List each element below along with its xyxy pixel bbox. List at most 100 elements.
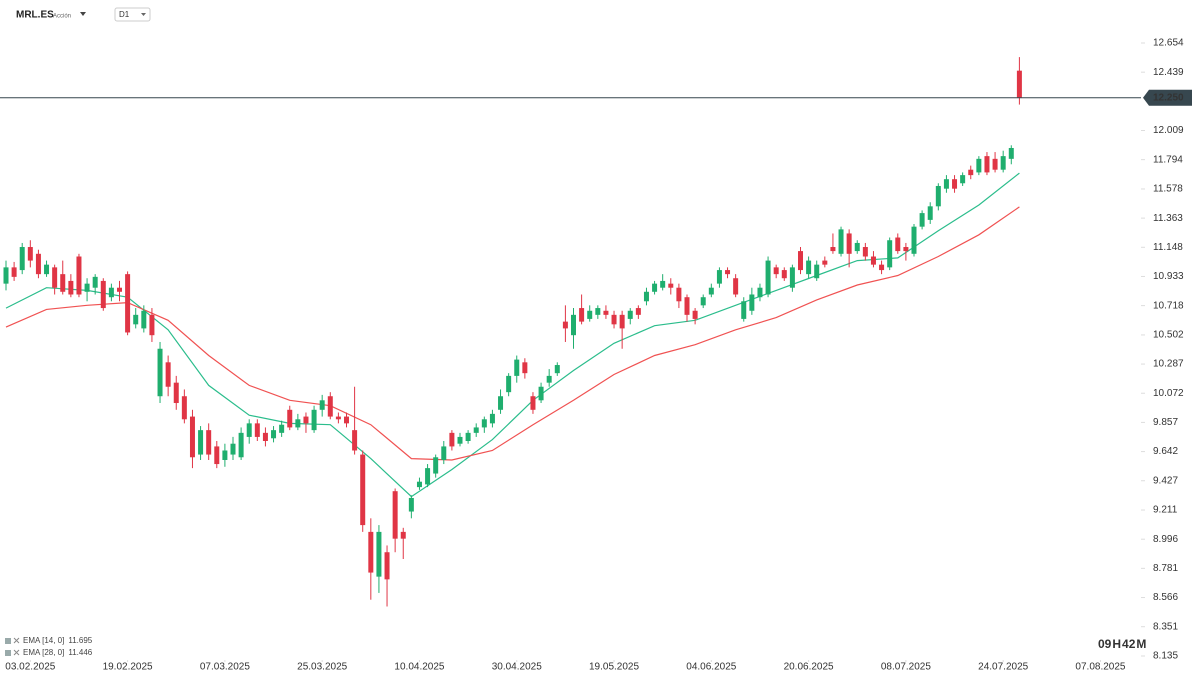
- candle-body: [943, 179, 949, 189]
- candle-body: [68, 280, 74, 295]
- x-tick-label: 03.02.2025: [5, 662, 55, 673]
- candle-body: [952, 179, 958, 189]
- candle-body: [400, 531, 406, 539]
- y-tick-label: 9.642: [1153, 446, 1178, 457]
- candle-body: [206, 430, 212, 455]
- candle-body: [1008, 147, 1014, 159]
- countdown-part: H: [1112, 637, 1121, 651]
- candle-body: [700, 297, 706, 306]
- candle-body: [522, 362, 528, 374]
- x-tick-label: 20.06.2025: [784, 662, 834, 673]
- x-tick-label: 19.02.2025: [103, 662, 153, 673]
- candle-body: [668, 283, 674, 288]
- candle-body: [76, 256, 82, 295]
- candle-body: [716, 270, 722, 284]
- candle-body: [295, 419, 301, 428]
- legend-name: EMA [14, 0]: [23, 636, 64, 645]
- countdown-part: 42: [1122, 637, 1136, 651]
- candle-body: [579, 308, 585, 322]
- candle-body: [189, 416, 195, 458]
- candle-body: [781, 270, 787, 279]
- candle-body: [238, 432, 244, 458]
- legend-icon: [5, 650, 11, 656]
- y-tick-label: 11.148: [1153, 242, 1183, 253]
- symbol-dropdown[interactable]: [80, 12, 86, 16]
- candle-body: [968, 169, 974, 176]
- candle-body: [222, 450, 228, 460]
- candle-body: [773, 267, 779, 275]
- candle-body: [141, 310, 147, 329]
- timeframe-select[interactable]: [114, 7, 151, 22]
- candle-body: [149, 314, 155, 336]
- legend-remove: [13, 637, 20, 644]
- candle-body: [1016, 70, 1022, 98]
- candle-body: [643, 291, 649, 302]
- countdown-part: 09: [1098, 637, 1112, 651]
- candle-body: [506, 375, 512, 393]
- candle-body: [870, 256, 876, 265]
- y-tick-label: 12.654: [1153, 38, 1184, 49]
- candle-body: [173, 382, 179, 404]
- candle-body: [919, 213, 925, 227]
- candle-body: [757, 287, 763, 298]
- candle-body: [19, 247, 25, 271]
- candle-body: [960, 175, 966, 184]
- candle-body: [595, 308, 601, 315]
- x-tick-label: 08.07.2025: [881, 662, 931, 673]
- x-tick-label: 24.07.2025: [978, 662, 1028, 673]
- candle-body: [554, 365, 560, 374]
- y-tick-label: 10.287: [1153, 359, 1184, 370]
- candle-body: [3, 267, 9, 284]
- candle-body: [335, 416, 341, 420]
- candle-body: [368, 531, 374, 573]
- candle-body: [35, 253, 41, 275]
- candle-body: [765, 260, 771, 295]
- candle-body: [433, 457, 439, 474]
- candle-body: [344, 416, 349, 424]
- candle-body: [157, 348, 163, 397]
- candle-body: [84, 283, 90, 292]
- candle-body: [733, 278, 739, 295]
- candle-body: [571, 314, 576, 336]
- candle-body: [311, 409, 317, 431]
- candle-body: [789, 267, 795, 288]
- candle-body: [457, 436, 463, 444]
- candle-body: [449, 432, 455, 447]
- y-tick-label: 12.009: [1153, 125, 1184, 136]
- candle-body: [1000, 156, 1006, 170]
- candle-body: [660, 280, 666, 288]
- candle-body: [546, 375, 552, 383]
- x-tick-label: 10.04.2025: [394, 662, 444, 673]
- candle-body: [352, 430, 358, 451]
- symbol: MRL.ES: [16, 10, 54, 21]
- candle-body: [271, 430, 277, 439]
- candle-body: [392, 491, 398, 539]
- candle-body: [108, 287, 114, 298]
- candle-body: [327, 396, 333, 417]
- candle-body: [619, 314, 625, 329]
- candle-body: [60, 274, 66, 292]
- candle-body: [416, 481, 422, 488]
- candle-body: [652, 283, 658, 292]
- candle-body: [473, 427, 479, 433]
- candle-body: [830, 247, 836, 252]
- y-tick-label: 8.566: [1153, 592, 1178, 603]
- candle-body: [887, 240, 893, 268]
- last-price-marker: [1143, 89, 1192, 106]
- candle-body: [838, 229, 844, 254]
- x-tick-label: 30.04.2025: [492, 662, 542, 673]
- ema-line: [5, 172, 1020, 498]
- candle-body: [27, 247, 33, 261]
- candle-body: [862, 247, 868, 257]
- y-tick-label: 11.578: [1153, 184, 1183, 195]
- legend-name: EMA [28, 0]: [23, 648, 64, 657]
- candle-body: [498, 396, 504, 410]
- candle-body: [303, 416, 309, 424]
- candle-body: [984, 156, 990, 173]
- candle-body: [376, 531, 382, 577]
- candle-body: [814, 264, 820, 279]
- candle-body: [587, 310, 593, 319]
- legend-value: 11.446: [68, 648, 92, 657]
- candle-body: [806, 260, 812, 275]
- candle-body: [319, 400, 325, 410]
